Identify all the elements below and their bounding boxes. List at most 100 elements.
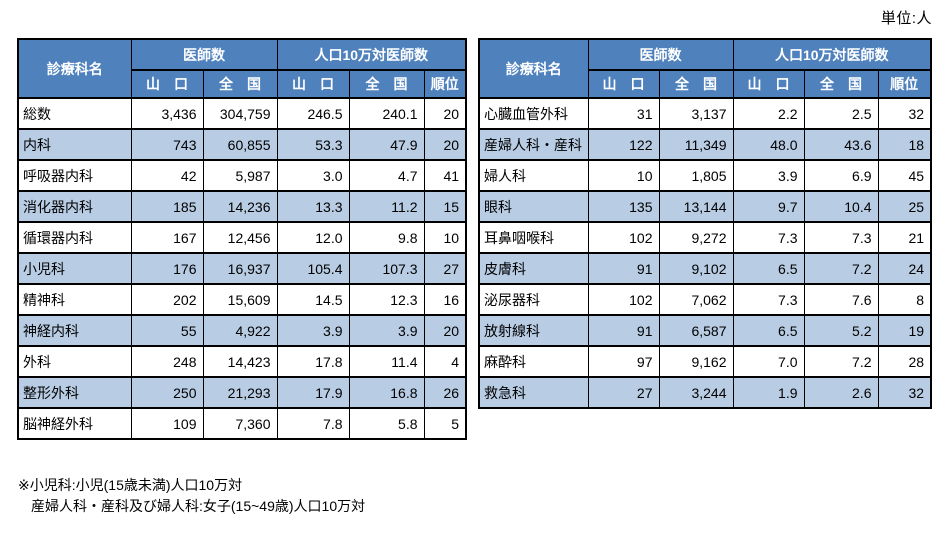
dept-name-cell: 心臓血管外科 bbox=[478, 97, 589, 130]
doctors-yamaguchi-cell: 176 bbox=[130, 252, 204, 285]
doctors-national-cell: 5,987 bbox=[202, 159, 278, 192]
rank-cell: 25 bbox=[877, 190, 932, 223]
dept-name-cell: 精神科 bbox=[17, 283, 132, 316]
per100k-national-cell: 7.6 bbox=[803, 283, 879, 316]
doctors-yamaguchi-cell: 97 bbox=[587, 345, 660, 378]
doctors-yamaguchi-cell: 167 bbox=[130, 221, 204, 254]
table-row: 婦人科 10 1,805 3.9 6.9 45 bbox=[478, 159, 932, 192]
doctors-national-cell: 11,349 bbox=[658, 128, 734, 161]
rank-cell: 5 bbox=[423, 407, 467, 440]
per100k-national-cell: 12.3 bbox=[348, 283, 425, 316]
table-row: 外科 248 14,423 17.8 11.4 4 bbox=[17, 345, 467, 378]
table-row: 消化器内科 185 14,236 13.3 11.2 15 bbox=[17, 190, 467, 223]
per100k-yamaguchi-cell: 53.3 bbox=[276, 128, 350, 161]
rank-cell: 4 bbox=[423, 345, 467, 378]
rank-cell: 26 bbox=[423, 376, 467, 409]
per100k-national-cell: 2.6 bbox=[803, 376, 879, 409]
per100k-national-cell: 7.2 bbox=[803, 345, 879, 378]
dept-name-cell: 皮膚科 bbox=[478, 252, 589, 285]
per100k-national-cell: 3.9 bbox=[348, 314, 425, 347]
doctors-national-cell: 14,423 bbox=[202, 345, 278, 378]
header-doctors-yamaguchi: 山 口 bbox=[587, 69, 660, 99]
per100k-national-cell: 16.8 bbox=[348, 376, 425, 409]
per100k-yamaguchi-cell: 3.9 bbox=[276, 314, 350, 347]
doctors-yamaguchi-cell: 91 bbox=[587, 252, 660, 285]
per100k-national-cell: 240.1 bbox=[348, 97, 425, 130]
doctors-yamaguchi-cell: 102 bbox=[587, 221, 660, 254]
table-row: 総数 3,436 304,759 246.5 240.1 20 bbox=[17, 97, 467, 130]
rank-cell: 19 bbox=[877, 314, 932, 347]
header-doctor-count: 医師数 bbox=[587, 38, 734, 71]
dept-name-cell: 放射線科 bbox=[478, 314, 589, 347]
table-row: 小児科 176 16,937 105.4 107.3 27 bbox=[17, 252, 467, 285]
per100k-yamaguchi-cell: 6.5 bbox=[732, 252, 805, 285]
rank-cell: 41 bbox=[423, 159, 467, 192]
dept-name-cell: 泌尿器科 bbox=[478, 283, 589, 316]
table-row: 整形外科 250 21,293 17.9 16.8 26 bbox=[17, 376, 467, 409]
header-rank: 順位 bbox=[423, 69, 467, 99]
doctors-yamaguchi-cell: 42 bbox=[130, 159, 204, 192]
per100k-yamaguchi-cell: 17.9 bbox=[276, 376, 350, 409]
doctors-national-cell: 7,360 bbox=[202, 407, 278, 440]
per100k-national-cell: 2.5 bbox=[803, 97, 879, 130]
per100k-national-cell: 107.3 bbox=[348, 252, 425, 285]
dept-name-cell: 婦人科 bbox=[478, 159, 589, 192]
dept-name-cell: 呼吸器内科 bbox=[17, 159, 132, 192]
per100k-national-cell: 10.4 bbox=[803, 190, 879, 223]
rank-cell: 20 bbox=[423, 314, 467, 347]
doctors-yamaguchi-cell: 102 bbox=[587, 283, 660, 316]
doctors-yamaguchi-cell: 135 bbox=[587, 190, 660, 223]
table-row: 産婦人科・産科 122 11,349 48.0 43.6 18 bbox=[478, 128, 932, 161]
rank-cell: 32 bbox=[877, 376, 932, 409]
header-doctors-yamaguchi: 山 口 bbox=[130, 69, 204, 99]
dept-name-cell: 麻酔科 bbox=[478, 345, 589, 378]
doctors-yamaguchi-cell: 109 bbox=[130, 407, 204, 440]
doctors-national-cell: 1,805 bbox=[658, 159, 734, 192]
table-row: 精神科 202 15,609 14.5 12.3 16 bbox=[17, 283, 467, 316]
table-row: 内科 743 60,855 53.3 47.9 20 bbox=[17, 128, 467, 161]
per100k-yamaguchi-cell: 3.0 bbox=[276, 159, 350, 192]
table-row: 救急科 27 3,244 1.9 2.6 32 bbox=[478, 376, 932, 409]
doctors-national-cell: 16,937 bbox=[202, 252, 278, 285]
doctors-national-cell: 3,244 bbox=[658, 376, 734, 409]
table-row: 心臓血管外科 31 3,137 2.2 2.5 32 bbox=[478, 97, 932, 130]
per100k-yamaguchi-cell: 7.8 bbox=[276, 407, 350, 440]
doctors-yamaguchi-cell: 185 bbox=[130, 190, 204, 223]
header-dept-name: 診療科名 bbox=[17, 38, 132, 99]
table-row: 放射線科 91 6,587 6.5 5.2 19 bbox=[478, 314, 932, 347]
rank-cell: 45 bbox=[877, 159, 932, 192]
per100k-yamaguchi-cell: 17.8 bbox=[276, 345, 350, 378]
doctors-yamaguchi-cell: 248 bbox=[130, 345, 204, 378]
doctors-by-department-table-left: 診療科名 医師数 人口10万対医師数 山 口 全 国 山 口 全 国 順位 総数… bbox=[17, 38, 468, 440]
dept-name-cell: 眼科 bbox=[478, 190, 589, 223]
rank-cell: 8 bbox=[877, 283, 932, 316]
per100k-yamaguchi-cell: 7.3 bbox=[732, 283, 805, 316]
per100k-yamaguchi-cell: 48.0 bbox=[732, 128, 805, 161]
per100k-yamaguchi-cell: 3.9 bbox=[732, 159, 805, 192]
header-doctor-count: 医師数 bbox=[130, 38, 278, 71]
doctors-national-cell: 4,922 bbox=[202, 314, 278, 347]
doctors-national-cell: 3,137 bbox=[658, 97, 734, 130]
rank-cell: 18 bbox=[877, 128, 932, 161]
dept-name-cell: 循環器内科 bbox=[17, 221, 132, 254]
table-row: 皮膚科 91 9,102 6.5 7.2 24 bbox=[478, 252, 932, 285]
doctors-yamaguchi-cell: 55 bbox=[130, 314, 204, 347]
doctors-yamaguchi-cell: 250 bbox=[130, 376, 204, 409]
per100k-national-cell: 4.7 bbox=[348, 159, 425, 192]
per100k-yamaguchi-cell: 105.4 bbox=[276, 252, 350, 285]
header-per100k-yamaguchi: 山 口 bbox=[276, 69, 350, 99]
table-row: 神経内科 55 4,922 3.9 3.9 20 bbox=[17, 314, 467, 347]
per100k-yamaguchi-cell: 6.5 bbox=[732, 314, 805, 347]
rank-cell: 24 bbox=[877, 252, 932, 285]
per100k-national-cell: 9.8 bbox=[348, 221, 425, 254]
per100k-national-cell: 6.9 bbox=[803, 159, 879, 192]
header-doctors-per-100k: 人口10万対医師数 bbox=[276, 38, 467, 71]
header-doctors-per-100k: 人口10万対医師数 bbox=[732, 38, 932, 71]
right-table-header: 診療科名 医師数 人口10万対医師数 山 口 全 国 山 口 全 国 順位 bbox=[478, 38, 932, 99]
dept-name-cell: 小児科 bbox=[17, 252, 132, 285]
rank-cell: 16 bbox=[423, 283, 467, 316]
dept-name-cell: 内科 bbox=[17, 128, 132, 161]
per100k-yamaguchi-cell: 246.5 bbox=[276, 97, 350, 130]
rank-cell: 28 bbox=[877, 345, 932, 378]
doctors-by-department-table-right: 診療科名 医師数 人口10万対医師数 山 口 全 国 山 口 全 国 順位 心臓… bbox=[478, 38, 933, 409]
